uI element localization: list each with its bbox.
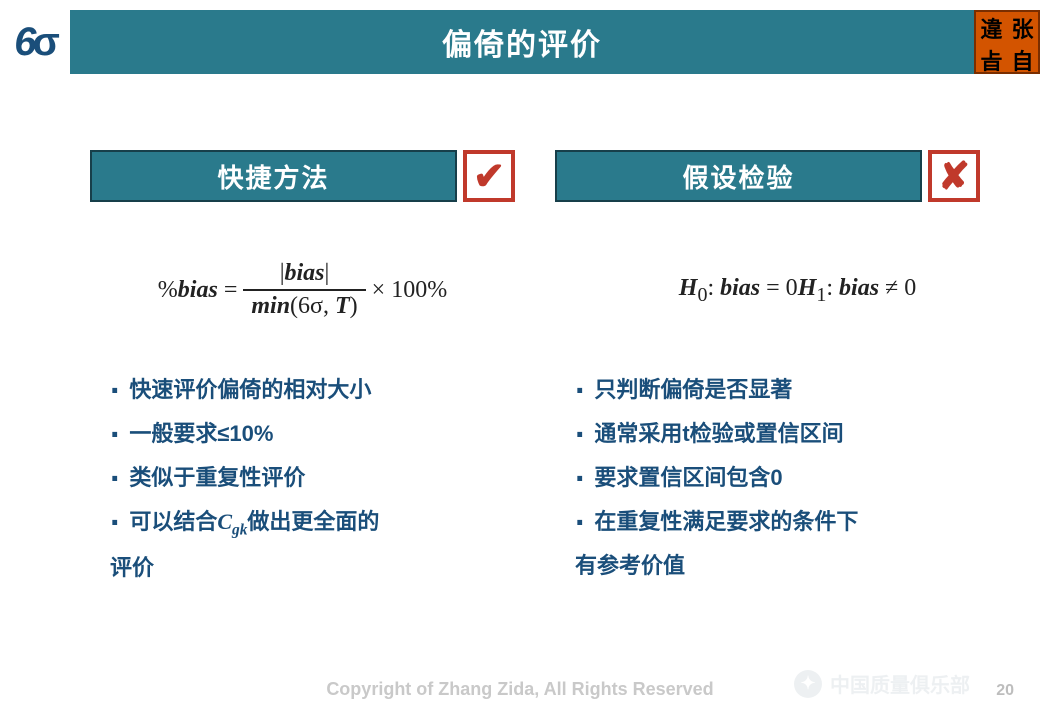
- right-header: 假设检验 ✘: [555, 150, 980, 202]
- content-columns: 快捷方法 ✔ %bias = |bias| min(6σ, T) × 100% …: [90, 150, 980, 640]
- seal-char: 张: [1007, 12, 1038, 44]
- list-item: 快速评价偏倚的相对大小: [110, 368, 515, 412]
- list-item: 通常采用t检验或置信区间: [575, 412, 980, 456]
- list-item: 只判断偏倚是否显著: [575, 368, 980, 412]
- seal-char: 違: [976, 12, 1007, 44]
- left-column: 快捷方法 ✔ %bias = |bias| min(6σ, T) × 100% …: [90, 150, 515, 640]
- check-icon: ✔: [463, 150, 515, 202]
- seal-char: 㫖: [976, 44, 1007, 76]
- right-points: 只判断偏倚是否显著 通常采用t检验或置信区间 要求置信区间包含0 在重复性满足要…: [555, 368, 980, 588]
- hypotheses: H0: bias = 0 H1: bias ≠ 0: [555, 242, 980, 338]
- list-item: 类似于重复性评价: [110, 456, 515, 500]
- right-column: 假设检验 ✘ H0: bias = 0 H1: bias ≠ 0 只判断偏倚是否…: [555, 150, 980, 640]
- cross-icon: ✘: [928, 150, 980, 202]
- list-item: 可以结合Cgk做出更全面的评价: [110, 500, 515, 590]
- six-sigma-logo: 6σ: [0, 10, 70, 74]
- left-points: 快速评价偏倚的相对大小 一般要求≤10% 类似于重复性评价 可以结合Cgk做出更…: [90, 368, 515, 590]
- left-label: 快捷方法: [90, 150, 457, 202]
- bias-formula: %bias = |bias| min(6σ, T) × 100%: [90, 242, 515, 338]
- watermark-text: 中国质量俱乐部: [830, 669, 970, 698]
- left-header: 快捷方法 ✔: [90, 150, 515, 202]
- wechat-icon: [794, 670, 822, 698]
- watermark: 中国质量俱乐部: [794, 669, 970, 698]
- list-item: 要求置信区间包含0: [575, 456, 980, 500]
- seal-char: 自: [1007, 44, 1038, 76]
- list-item: 一般要求≤10%: [110, 412, 515, 456]
- header: 6σ 偏倚的评价 違 张 㫖 自: [0, 10, 1040, 74]
- list-item: 在重复性满足要求的条件下有参考价值: [575, 500, 980, 588]
- author-seal: 違 张 㫖 自: [974, 10, 1040, 74]
- right-label: 假设检验: [555, 150, 922, 202]
- page-number: 20: [996, 682, 1014, 700]
- page-title: 偏倚的评价: [70, 10, 974, 74]
